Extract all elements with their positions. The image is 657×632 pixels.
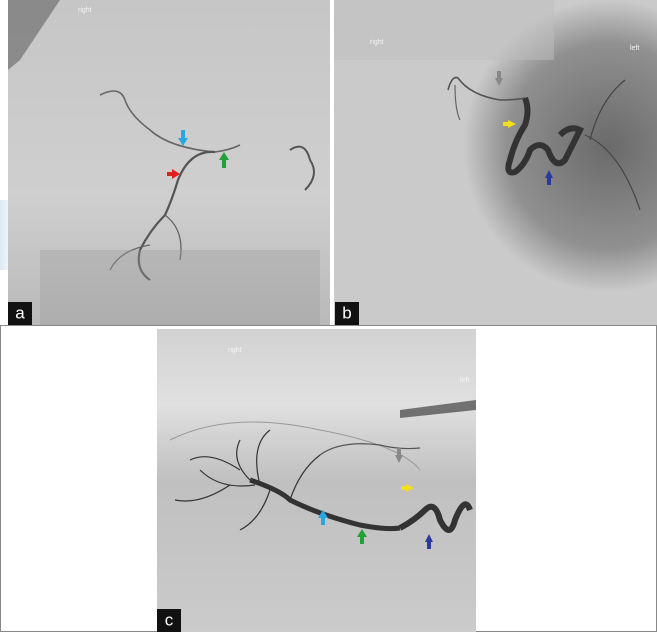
panel-a: right a: [8, 0, 330, 325]
annotation: right: [78, 7, 92, 14]
annotation: left: [460, 377, 469, 384]
panel-label: c: [165, 610, 174, 629]
panel-b: right left b: [334, 0, 657, 325]
annotation: right: [370, 39, 384, 46]
angiogram: [8, 0, 330, 325]
panel-c: right left c: [157, 329, 476, 632]
angiogram: [157, 329, 476, 632]
annotation: right: [228, 347, 242, 354]
label-box: [335, 302, 359, 325]
label-box: [157, 609, 181, 632]
label-box: [8, 302, 32, 325]
panel-label: b: [342, 303, 351, 322]
annotation: left: [630, 45, 639, 52]
side-band: [0, 200, 10, 270]
panel-label: a: [15, 303, 25, 322]
